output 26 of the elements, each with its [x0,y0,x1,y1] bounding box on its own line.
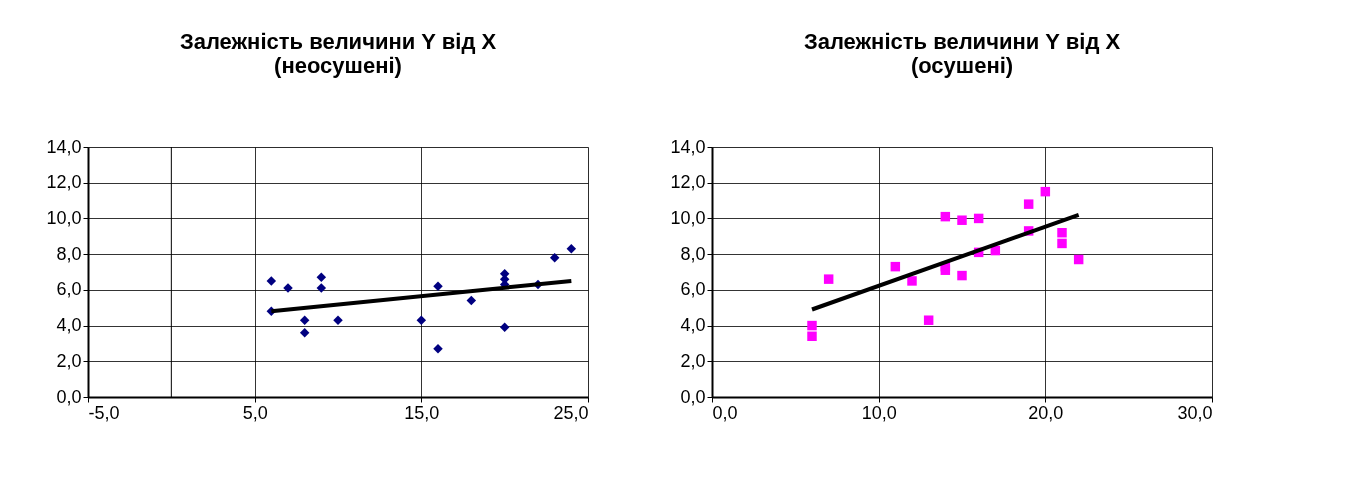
x-tick-label: -5,0 [88,402,120,423]
x-tick-label: 25,0 [553,402,589,423]
y-tick-label: 6,0 [680,279,706,300]
y-tick-label: 0,0 [680,386,706,407]
chart-title: Залежність величини Y від X (неосушені) [179,29,497,78]
x-tick-label: 20,0 [1028,402,1064,423]
x-tick-label: 15,0 [404,402,440,423]
x-tick-label: 10,0 [861,402,897,423]
y-tick-label: 6,0 [56,279,82,300]
y-tick-label: 4,0 [56,315,82,336]
y-tick-label: 0,0 [56,386,82,407]
x-tick-label: 30,0 [1177,402,1213,423]
y-tick-label: 12,0 [46,172,82,193]
y-tick-label: 10,0 [46,207,82,228]
y-tick-label: 8,0 [56,243,82,264]
y-tick-label: 4,0 [680,315,706,336]
y-tick-label: 14,0 [46,136,82,157]
y-tick-label: 8,0 [680,243,706,264]
y-tick-label: 2,0 [680,350,706,371]
chart-title: Залежність величини Y від X (осушені) [803,29,1121,78]
x-tick-label: 5,0 [242,402,268,423]
y-tick-label: 2,0 [56,350,82,371]
x-tick-label: 0,0 [712,402,738,423]
y-tick-label: 14,0 [670,136,706,157]
y-tick-label: 10,0 [670,207,706,228]
y-tick-label: 12,0 [670,172,706,193]
